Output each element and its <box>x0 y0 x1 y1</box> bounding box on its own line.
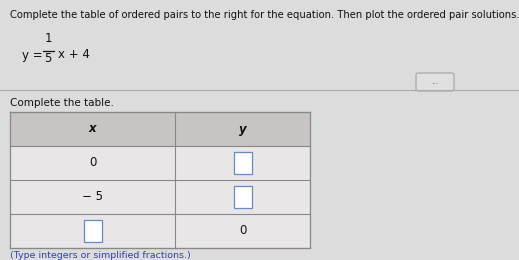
Text: 0: 0 <box>239 224 246 237</box>
FancyBboxPatch shape <box>416 73 454 91</box>
Bar <box>10 112 310 248</box>
Text: (Type integers or simplified fractions.): (Type integers or simplified fractions.) <box>10 251 191 260</box>
Bar <box>84 220 102 242</box>
Text: y: y <box>239 122 247 135</box>
Text: 0: 0 <box>89 157 96 170</box>
Text: 1: 1 <box>44 32 52 45</box>
Text: − 5: − 5 <box>82 191 103 204</box>
Bar <box>234 186 252 208</box>
Text: y =: y = <box>22 49 43 62</box>
Text: x + 4: x + 4 <box>58 49 90 62</box>
Bar <box>10 112 310 146</box>
Text: Complete the table of ordered pairs to the right for the equation. Then plot the: Complete the table of ordered pairs to t… <box>10 10 519 20</box>
Text: 5: 5 <box>44 52 52 65</box>
Bar <box>234 152 252 174</box>
Text: Complete the table.: Complete the table. <box>10 98 114 108</box>
Text: ...: ... <box>431 77 439 87</box>
Text: x: x <box>89 122 97 135</box>
